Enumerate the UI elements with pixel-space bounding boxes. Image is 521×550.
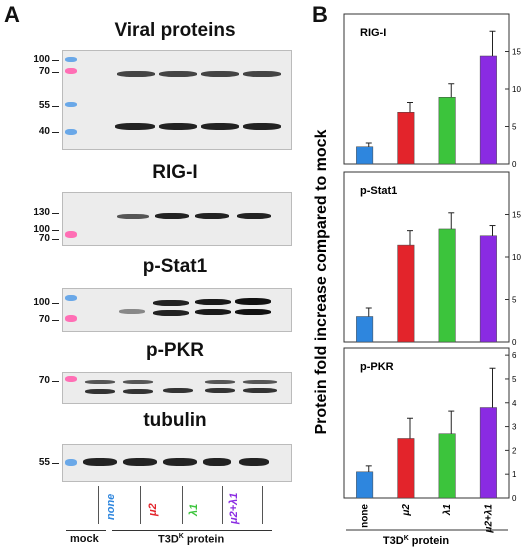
mw-marker: 100	[22, 224, 59, 235]
lane-divider	[222, 486, 223, 524]
x-tick-label: none	[360, 504, 371, 528]
blot-rig-i	[62, 192, 292, 246]
x-tick-label: μ2	[401, 504, 412, 517]
bar	[397, 438, 415, 499]
lane-divider	[98, 486, 99, 524]
y-tick-label: 6	[512, 351, 517, 360]
y-tick-label: 0	[512, 494, 517, 503]
blot-title-p-pkr: p-PKR	[145, 340, 205, 361]
x-tick-label: μ2+λ1	[483, 504, 494, 534]
panel-a-letter: A	[4, 2, 20, 27]
y-tick-label: 2	[512, 446, 517, 455]
chart-title: p-PKR	[360, 361, 394, 373]
lane-divider	[182, 486, 183, 524]
bar	[438, 228, 456, 343]
blot-title-rig-i: RIG-I	[152, 162, 198, 183]
blot-title-p-stat1: p-Stat1	[142, 256, 208, 277]
bar	[356, 146, 374, 165]
y-tick-label: 5	[512, 296, 517, 305]
y-tick-label: 3	[512, 423, 517, 432]
blot-title-tubulin: tubulin	[143, 410, 207, 431]
blot-title-viral-proteins: Viral proteins	[114, 20, 236, 41]
y-tick-label: 15	[512, 211, 521, 220]
chart-title: p-Stat1	[360, 185, 397, 197]
y-tick-label: 15	[512, 48, 521, 57]
blot-p-stat1	[62, 288, 292, 332]
blot-viral-proteins	[62, 50, 292, 150]
mw-marker: 70	[22, 233, 59, 244]
x-axis-label: T3DK protein	[383, 535, 449, 547]
y-tick-label: 10	[512, 253, 521, 262]
blot-p-pkr	[62, 372, 292, 404]
y-tick-label: 4	[512, 399, 517, 408]
y-tick-label: 0	[512, 160, 517, 169]
bar	[397, 244, 415, 343]
y-tick-label: 1	[512, 470, 517, 479]
chart-title: RIG-I	[360, 27, 386, 39]
mw-marker: 70	[22, 66, 59, 77]
y-tick-label: 5	[512, 375, 517, 384]
mock-label: mock	[70, 533, 99, 545]
chart-frame	[343, 347, 510, 499]
mw-marker: 40	[22, 126, 59, 137]
lane-divider	[140, 486, 141, 524]
bar	[438, 97, 456, 165]
protein-underline	[112, 530, 272, 531]
bar	[397, 112, 415, 165]
y-tick-label: 5	[512, 123, 517, 132]
bar	[438, 433, 456, 499]
bar	[356, 471, 374, 499]
bar	[479, 55, 497, 165]
y-tick-label: 0	[512, 338, 517, 347]
mock-underline	[66, 530, 106, 531]
mw-marker: 70	[22, 375, 59, 386]
bar	[356, 316, 374, 343]
protein-label: T3DK protein	[158, 533, 225, 546]
mw-marker: 70	[22, 314, 59, 325]
x-tick-label: λ1	[442, 504, 453, 517]
bar	[479, 235, 497, 343]
mw-marker: 130	[22, 207, 59, 218]
lane-divider	[262, 486, 263, 524]
panel-b-letter: B	[312, 2, 328, 27]
mw-marker: 100	[22, 297, 59, 308]
y-axis-label: Protein fold increase compared to mock	[313, 129, 330, 434]
mw-marker: 55	[22, 100, 59, 111]
bar	[479, 407, 497, 499]
blot-tubulin	[62, 444, 292, 482]
y-tick-label: 10	[512, 85, 521, 94]
mw-marker: 55	[22, 457, 59, 468]
mw-marker: 100	[22, 54, 59, 65]
